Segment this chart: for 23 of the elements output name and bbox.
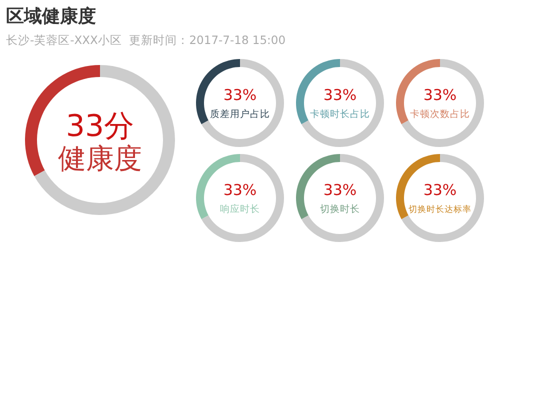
donut-slice (301, 154, 384, 242)
text: 响应时长 (220, 203, 260, 215)
data-label: 33% (223, 181, 257, 199)
donut-slice (34, 65, 175, 215)
data-label: 33% (423, 181, 457, 199)
data-label: 33% (323, 86, 357, 104)
data-label: 33% (423, 86, 457, 104)
text: 卡顿次数占比 (410, 108, 470, 120)
data-label: 33% (223, 86, 257, 104)
text: 质差用户占比 (210, 108, 270, 120)
data-label: 33% (323, 181, 357, 199)
text: 切换时长达标率 (408, 204, 472, 215)
donut-slice (401, 154, 484, 242)
text: 健康度 (58, 142, 142, 175)
donut-slice (401, 59, 484, 147)
text: 卡顿时长占比 (310, 108, 370, 120)
donut-slice (301, 59, 384, 147)
text: 切换时长 (320, 203, 360, 215)
data-label: 33分 (66, 109, 134, 144)
chart-title: 区域健康度 (6, 6, 96, 27)
donut-slice (201, 154, 284, 242)
donut-slice (201, 59, 284, 147)
chart-subtitle: 长沙-芙蓉区-XXX小区 更新时间：2017-7-18 15:00 (6, 33, 286, 47)
